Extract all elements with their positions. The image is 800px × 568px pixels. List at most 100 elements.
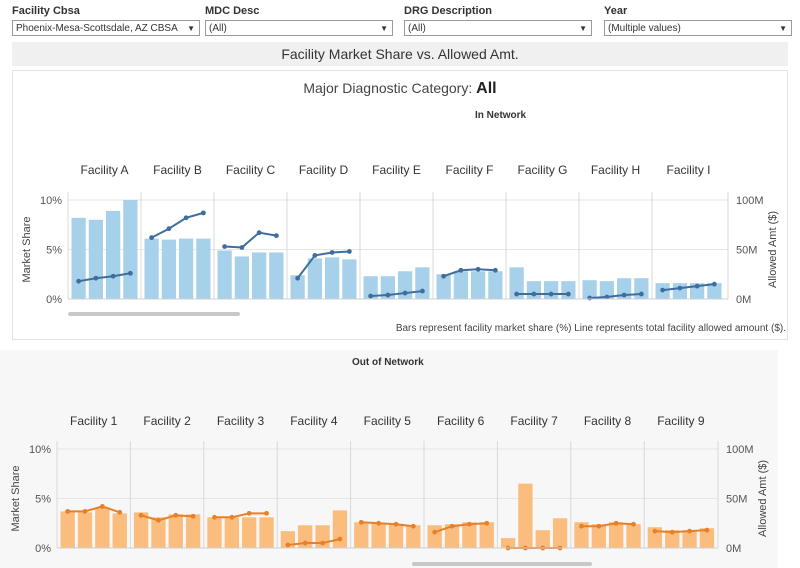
allowed-amount-point xyxy=(638,291,644,297)
market-share-bar xyxy=(388,524,404,548)
facility-header: Facility 8 xyxy=(584,414,632,428)
year-dropdown[interactable]: (Multiple values) ▼ xyxy=(604,20,792,36)
allowed-amount-point xyxy=(329,250,335,255)
allowed-amount-point xyxy=(358,519,364,525)
market-share-bar xyxy=(672,283,687,299)
y2-tick-label: 0M xyxy=(736,294,751,306)
dropdown-arrow-icon[interactable]: ▼ xyxy=(187,24,195,33)
market-share-bar xyxy=(133,512,149,548)
allowed-amount-point xyxy=(166,226,172,232)
allowed-amount-point xyxy=(76,278,82,284)
allowed-amount-point xyxy=(711,281,717,287)
market-share-bar xyxy=(665,530,680,548)
market-share-bar xyxy=(71,217,86,299)
market-share-bar xyxy=(161,239,176,299)
facility-cbsa-dropdown[interactable]: Phoenix-Mesa-Scottsdale, AZ CBSA ▼ xyxy=(12,20,200,36)
out-of-network-chart: 0% 5% 10% 0M 50M 100M Market Share Allowed Amt … xyxy=(10,414,769,555)
allowed-amount-point xyxy=(385,292,391,298)
allowed-amount-point xyxy=(212,514,217,520)
y2-tick-label: 0M xyxy=(726,543,741,555)
allowed-amount-point xyxy=(173,512,179,518)
market-share-bar xyxy=(112,513,127,548)
allowed-amount-point xyxy=(441,273,447,279)
allowed-amount-point xyxy=(229,514,235,520)
allowed-amount-point xyxy=(138,512,144,518)
allowed-amount-line xyxy=(589,293,642,300)
mdc-label: Major Diagnostic Category: xyxy=(303,80,473,96)
allowed-amount-line xyxy=(296,250,350,279)
y2-tick-label: 100M xyxy=(726,444,754,456)
market-share-bar xyxy=(599,281,614,299)
chart-footnote: Bars represent facility market share (%)… xyxy=(395,323,786,334)
facility-header: Facility H xyxy=(591,163,640,177)
facility-header: Facility E xyxy=(372,163,421,177)
market-share-bar xyxy=(224,517,239,548)
facility-header: Facility F xyxy=(446,163,494,177)
dropdown-arrow-icon[interactable]: ▼ xyxy=(579,24,587,33)
market-share-bar xyxy=(151,517,166,548)
market-share-bar xyxy=(259,517,274,548)
allowed-amount-line xyxy=(224,231,277,249)
market-share-bar xyxy=(207,517,222,548)
facility-header: Facility 3 xyxy=(217,414,265,428)
dashboard-title: Facility Market Share vs. Allowed Amt. xyxy=(12,42,788,66)
market-share-bar xyxy=(479,522,494,548)
dropdown-value: Phoenix-Mesa-Scottsdale, AZ CBSA xyxy=(16,23,178,34)
allowed-amount-point xyxy=(93,275,99,281)
market-share-bar xyxy=(626,524,641,548)
allowed-amount-line xyxy=(654,529,707,534)
allowed-amount-point xyxy=(669,529,675,535)
in-network-panel xyxy=(12,70,788,340)
facility-header: Facility 4 xyxy=(290,414,338,428)
allowed-amount-point xyxy=(410,523,416,529)
market-share-bar xyxy=(453,271,468,299)
out-of-network-title: Out of Network xyxy=(352,357,424,368)
market-share-bar xyxy=(325,257,340,299)
allowed-amount-point xyxy=(368,293,374,299)
dropdown-arrow-icon[interactable]: ▼ xyxy=(380,24,388,33)
dropdown-arrow-icon[interactable]: ▼ xyxy=(779,24,787,33)
market-share-bar xyxy=(269,252,284,299)
market-share-bar xyxy=(60,511,75,548)
market-share-bar xyxy=(471,271,486,299)
allowed-amount-point xyxy=(117,509,123,515)
allowed-amount-point xyxy=(531,291,537,297)
market-share-bar xyxy=(380,276,395,299)
allowed-amount-point xyxy=(312,253,318,258)
allowed-amount-line xyxy=(581,522,634,528)
allowed-amount-point xyxy=(376,520,382,526)
allowed-amount-point xyxy=(295,275,301,281)
facility-header: Facility A xyxy=(80,163,128,177)
allowed-amount-point xyxy=(419,288,425,294)
allowed-amount-point xyxy=(458,267,464,273)
allowed-amount-point xyxy=(677,285,683,291)
market-share-bar xyxy=(427,525,442,548)
allowed-amount-point xyxy=(449,523,455,529)
market-share-bar xyxy=(217,250,232,299)
allowed-amount-point xyxy=(596,523,602,529)
market-share-bar xyxy=(707,283,722,299)
mdc-desc-dropdown[interactable]: (All) ▼ xyxy=(205,20,393,36)
facility-header: Facility G xyxy=(517,163,567,177)
market-share-bar xyxy=(185,514,201,548)
filter-year: Year (Multiple values) ▼ xyxy=(604,4,792,36)
y-tick-label: 0% xyxy=(35,543,51,555)
allowed-amount-line xyxy=(151,211,204,239)
allowed-amount-point xyxy=(587,295,593,301)
allowed-amount-line xyxy=(434,522,487,534)
allowed-amount-point xyxy=(127,270,133,276)
drg-description-dropdown[interactable]: (All) ▼ xyxy=(404,20,592,36)
y2-tick-label: 50M xyxy=(736,245,757,257)
allowed-amount-point xyxy=(393,521,399,527)
allowed-amount-point xyxy=(99,504,105,509)
allowed-amount-line xyxy=(662,283,715,292)
allowed-amount-point xyxy=(565,291,571,297)
allowed-amount-point xyxy=(246,510,252,516)
facility-header: Facility 2 xyxy=(143,414,191,428)
allowed-amount-point xyxy=(704,527,710,533)
horizontal-scrollbar[interactable] xyxy=(412,562,592,566)
facility-header: Facility D xyxy=(299,163,349,177)
market-share-bar xyxy=(509,267,524,299)
market-share-bar xyxy=(106,210,121,299)
horizontal-scrollbar[interactable] xyxy=(68,312,240,316)
